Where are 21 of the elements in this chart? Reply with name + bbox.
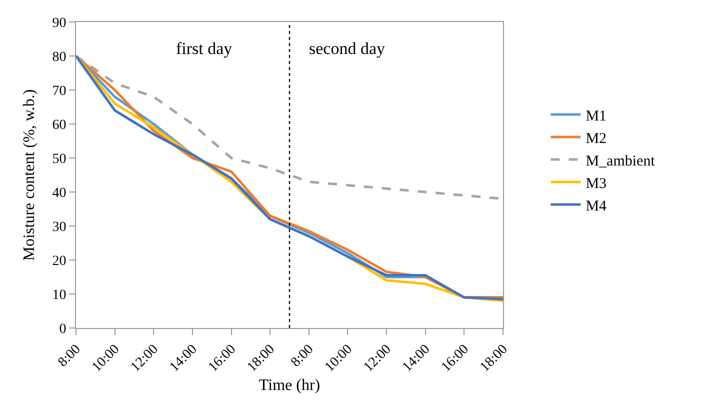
y-axis-title: Moisture content (%, w.b.): [21, 89, 38, 261]
annotation: second day: [309, 39, 386, 58]
y-tick-label: 70: [52, 84, 66, 99]
x-axis-title: Time (hr): [258, 377, 320, 394]
legend-label: M1: [586, 108, 607, 124]
x-tick-label: 8:00: [56, 342, 84, 370]
annotation: first day: [176, 39, 233, 58]
y-tick-label: 40: [52, 186, 66, 201]
y-tick-label: 0: [59, 322, 66, 337]
legend-label: M4: [586, 198, 608, 214]
legend-label: M3: [586, 176, 607, 192]
x-tick-label: 8:00: [288, 342, 317, 370]
y-tick-label: 80: [52, 50, 66, 65]
y-tick-label: 10: [52, 288, 66, 303]
y-tick-label: 20: [52, 254, 66, 269]
y-tick-label: 60: [52, 118, 66, 133]
y-tick-label: 30: [52, 220, 66, 235]
legend-label: M2: [586, 130, 607, 147]
y-tick-label: 90: [52, 16, 66, 31]
y-tick-label: 50: [52, 152, 66, 167]
legend-label: M_ambient: [586, 153, 656, 170]
